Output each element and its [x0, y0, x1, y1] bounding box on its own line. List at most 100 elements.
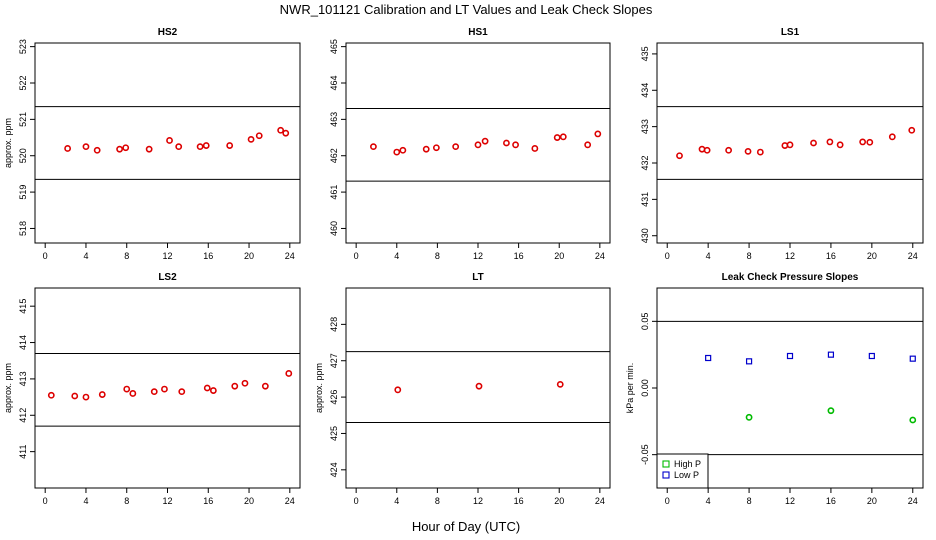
y-axis-label: kPa per min.	[625, 363, 635, 414]
y-tick-label: 411	[18, 444, 28, 458]
x-tick-label: 12	[162, 251, 172, 261]
x-tick-label: 8	[747, 251, 752, 261]
y-tick-label: 519	[18, 185, 28, 200]
legend-label: High P	[674, 459, 701, 469]
y-tick-label: 414	[18, 335, 28, 350]
x-tick-label: 16	[826, 251, 836, 261]
data-point	[725, 146, 733, 154]
y-tick-label: 464	[329, 75, 339, 90]
x-tick-label: 12	[162, 496, 172, 506]
y-tick-label: 427	[329, 353, 339, 368]
data-point	[285, 370, 293, 377]
data-point	[82, 143, 90, 151]
x-tick-label: 4	[706, 496, 711, 506]
data-point	[553, 134, 561, 141]
x-tick-label: 16	[203, 251, 213, 261]
y-tick-label: 425	[329, 426, 339, 441]
data-point	[676, 152, 683, 160]
data-point	[209, 387, 217, 394]
panel-title: Leak Check Pressure Slopes	[722, 272, 859, 283]
data-point	[888, 133, 896, 141]
y-tick-label: 463	[329, 112, 339, 127]
x-tick-label: 12	[785, 251, 795, 261]
data-point	[282, 129, 290, 137]
data-point	[503, 139, 510, 147]
y-tick-label: 435	[640, 46, 650, 61]
y-tick-label: 426	[329, 390, 339, 405]
y-tick-label: 432	[640, 155, 650, 170]
legend-marker	[662, 460, 670, 468]
data-point	[129, 390, 137, 397]
x-tick-label: 24	[908, 496, 918, 506]
y-tick-label: 460	[329, 221, 339, 236]
data-point	[594, 130, 602, 138]
x-tick-label: 0	[43, 496, 48, 506]
x-tick-label: 12	[785, 496, 795, 506]
data-point	[150, 388, 158, 396]
panel-2: LS1 0 4 8 12 16 20 24 430 431 432 433 434 435	[640, 27, 924, 261]
x-tick-label: 20	[554, 251, 564, 261]
x-tick-label: 24	[908, 251, 918, 261]
x-tick-label: 4	[706, 251, 711, 261]
data-point	[64, 145, 72, 152]
y-axis-label: approx. ppm	[314, 363, 324, 413]
x-tick-label: 8	[124, 251, 129, 261]
panel-title: LS2	[158, 272, 177, 283]
data-point	[559, 133, 567, 141]
x-tick-label: 0	[354, 496, 359, 506]
y-tick-label: 434	[640, 83, 650, 98]
y-tick-label: 0.00	[640, 379, 650, 397]
y-tick-label: 462	[329, 148, 339, 163]
panel-title: HS1	[468, 27, 488, 38]
data-point	[178, 388, 186, 396]
data-point	[166, 137, 173, 144]
figure-title: NWR_101121 Calibration and LT Values and…	[280, 2, 653, 17]
data-point	[703, 146, 711, 154]
data-point	[452, 143, 460, 151]
data-point	[241, 379, 249, 387]
y-tick-label: 424	[329, 462, 339, 477]
data-point	[827, 407, 835, 415]
x-tick-label: 0	[665, 251, 670, 261]
data-point	[161, 385, 168, 393]
x-axis-label: Hour of Day (UTC)	[412, 519, 520, 534]
data-point	[432, 144, 440, 152]
panel-title: LT	[472, 272, 483, 283]
legend-label: Low P	[674, 470, 699, 480]
data-point	[422, 145, 430, 153]
y-tick-label: 413	[18, 371, 28, 386]
x-tick-label: 20	[554, 496, 564, 506]
y-tick-label: -0.05	[640, 444, 650, 465]
data-point	[47, 391, 55, 399]
x-tick-label: 4	[394, 251, 399, 261]
x-tick-label: 0	[665, 496, 670, 506]
data-point	[786, 352, 794, 360]
data-point	[512, 141, 519, 149]
data-point	[247, 135, 255, 143]
data-point	[202, 142, 210, 149]
panel-title: LS1	[781, 27, 800, 38]
y-tick-label: 430	[640, 228, 650, 243]
data-point	[203, 384, 211, 392]
x-tick-label: 12	[473, 251, 483, 261]
y-tick-label: 0.05	[640, 313, 650, 331]
x-tick-label: 4	[394, 496, 399, 506]
data-point	[866, 138, 874, 146]
y-tick-label: 431	[640, 192, 650, 207]
data-point	[705, 354, 712, 362]
x-tick-label: 20	[867, 496, 877, 506]
legend-marker	[662, 471, 670, 479]
data-point	[231, 382, 239, 390]
data-point	[826, 138, 834, 146]
data-point	[745, 358, 753, 365]
y-tick-label: 520	[18, 148, 28, 163]
x-tick-label: 0	[43, 251, 48, 261]
y-tick-label: 461	[329, 185, 339, 200]
data-point	[93, 146, 101, 154]
data-point	[122, 144, 130, 152]
panel-5: Leak Check Pressure Slopes 0 4 8 12 16 20 24 -0.…	[625, 272, 924, 506]
panel-3: LS2 0 4 8 12 16 20 24 411 412 413 414 415 approx. ppm	[3, 272, 301, 506]
x-tick-label: 12	[473, 496, 483, 506]
data-point	[255, 132, 263, 140]
